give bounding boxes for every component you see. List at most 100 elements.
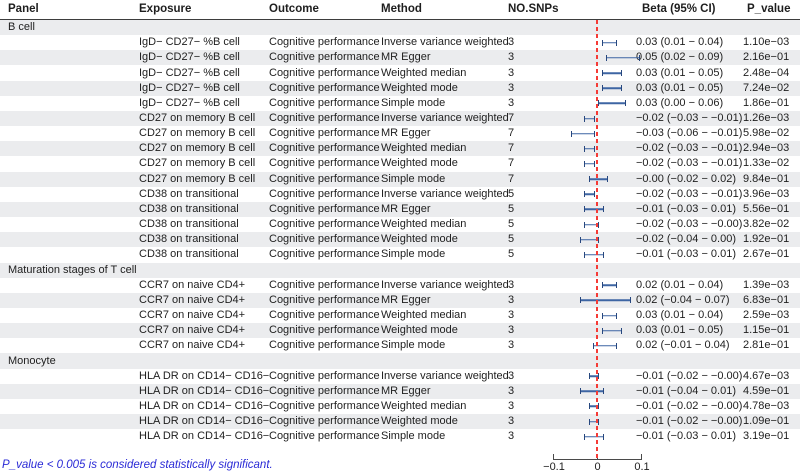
method-cell: Weighted median: [381, 399, 467, 412]
ci-plot-cell: [545, 96, 636, 111]
pvalue-cell: 2.67e−01: [743, 248, 790, 261]
nosnps-cell: 7: [508, 172, 515, 185]
beta-ci-cell: −0.03 (−0.06 − −0.01): [636, 127, 743, 140]
beta-ci-cell: −0.02 (−0.03 − −0.00): [636, 218, 743, 231]
ci-plot-cell: [545, 399, 636, 414]
ci-whisker-line: [580, 239, 599, 241]
beta-ci-cell: −0.02 (−0.03 − −0.01): [636, 157, 743, 170]
outcome-cell: Cognitive performance: [269, 51, 380, 64]
method-cell: Weighted median: [381, 218, 467, 231]
x-axis-tick-label: −0.1: [543, 461, 565, 473]
nosnps-cell: 3: [508, 96, 515, 109]
zero-reference-line: [596, 20, 598, 458]
ci-plot-cell: [545, 50, 640, 65]
pvalue-cell: 3.82e−02: [743, 218, 790, 231]
ci-plot-cell: [545, 429, 636, 444]
pvalue-cell: 3.96e−03: [743, 187, 790, 200]
ci-plot-cell: [545, 338, 636, 353]
nosnps-cell: 3: [508, 51, 515, 64]
ci-whisker-line: [602, 72, 621, 74]
method-cell: Simple mode: [381, 172, 446, 185]
method-cell: Inverse variance weighted: [381, 278, 509, 291]
pvalue-cell: 2.59e−03: [743, 309, 790, 322]
method-cell: Weighted median: [381, 309, 467, 322]
beta-ci-cell: −0.01 (−0.03 − 0.01): [636, 202, 736, 215]
beta-ci-cell: 0.05 (0.02 − 0.09): [636, 51, 724, 64]
beta-ci-cell: 0.02 (−0.04 − 0.07): [636, 293, 730, 306]
table-row: CD38 on transitional Cognitive performan…: [0, 247, 800, 262]
beta-ci-cell: 0.03 (0.00 − 0.06): [636, 96, 724, 109]
nosnps-cell: 3: [508, 324, 515, 337]
exposure-cell: CCR7 on naive CD4+: [139, 324, 246, 337]
nosnps-cell: 5: [508, 218, 515, 231]
exposure-cell: CD38 on transitional: [139, 248, 239, 261]
pvalue-cell: 2.16e−01: [743, 51, 790, 64]
exposure-cell: CCR7 on naive CD4+: [139, 309, 246, 322]
nosnps-cell: 5: [508, 233, 515, 246]
nosnps-cell: 5: [508, 187, 515, 200]
exposure-cell: CCR7 on naive CD4+: [139, 278, 246, 291]
pvalue-cell: 2.48e−04: [743, 66, 790, 79]
table-row: CD27 on memory B cell Cognitive performa…: [0, 171, 800, 187]
panel-row: Maturation stages of T cell: [0, 262, 800, 278]
ci-whisker: [601, 327, 622, 334]
ci-plot-cell: [545, 172, 636, 187]
outcome-cell: Cognitive performance: [269, 293, 380, 306]
nosnps-cell: 7: [508, 157, 515, 170]
ci-whisker: [584, 221, 600, 228]
ci-whisker-line: [589, 375, 599, 377]
ci-whisker: [601, 282, 618, 289]
exposure-cell: IgD− CD27− %B cell: [139, 96, 240, 109]
pvalue-cell: 1.10e−03: [743, 36, 790, 49]
ci-whisker: [579, 236, 600, 243]
pvalue-cell: 1.39e−03: [743, 278, 790, 291]
ci-whisker-line: [580, 390, 603, 393]
nosnps-cell: 5: [508, 248, 515, 261]
ci-whisker-line: [602, 41, 617, 44]
outcome-cell: Cognitive performance: [269, 278, 380, 291]
outcome-cell: Cognitive performance: [269, 233, 380, 246]
pvalue-cell: 2.94e−03: [743, 142, 790, 155]
ci-plot-cell: [545, 156, 636, 171]
beta-ci-cell: −0.01 (−0.02 − −0.00): [636, 369, 743, 382]
column-header-nosnps: NO.SNPs: [508, 3, 559, 15]
method-cell: MR Egger: [381, 202, 431, 215]
pvalue-cell: 3.19e−01: [743, 430, 790, 443]
beta-ci-cell: 0.03 (0.01 − 0.04): [636, 309, 724, 322]
ci-plot-cell: [545, 247, 636, 262]
ci-whisker-line: [602, 329, 621, 332]
outcome-cell: Cognitive performance: [269, 66, 380, 79]
beta-ci-cell: −0.00 (−0.02 − 0.02): [636, 172, 736, 185]
table-row: CD27 on memory B cell Cognitive performa…: [0, 156, 800, 171]
exposure-cell: CCR7 on naive CD4+: [139, 293, 246, 306]
table-row: IgD− CD27− %B cell Cognitive performance…: [0, 96, 800, 111]
column-header-exposure: Exposure: [139, 3, 192, 15]
ci-whisker: [588, 403, 600, 410]
pvalue-cell: 1.09e−01: [743, 415, 790, 428]
ci-plot-cell: [545, 308, 636, 323]
ci-plot-cell: [545, 278, 636, 293]
ci-plot-cell: [545, 141, 636, 156]
exposure-cell: IgD− CD27− %B cell: [139, 36, 240, 49]
x-axis-tick-label: 0: [594, 461, 601, 473]
x-axis-tick: [640, 454, 642, 460]
pvalue-cell: 1.33e−02: [743, 157, 790, 170]
nosnps-cell: 7: [508, 142, 515, 155]
method-cell: Weighted mode: [381, 415, 458, 428]
ci-whisker: [584, 206, 604, 213]
outcome-cell: Cognitive performance: [269, 399, 380, 412]
table-row: CD27 on memory B cell Cognitive performa…: [0, 141, 800, 157]
table-row: CCR7 on naive CD4+ Cognitive performance…: [0, 323, 800, 339]
outcome-cell: Cognitive performance: [269, 127, 380, 140]
exposure-cell: HLA DR on CD14− CD16−: [139, 415, 270, 428]
nosnps-cell: 3: [508, 36, 515, 49]
nosnps-cell: 3: [508, 293, 515, 306]
ci-plot-cell: [545, 65, 636, 80]
pvalue-cell: 1.92e−01: [743, 233, 790, 246]
ci-whisker: [584, 433, 604, 440]
ci-plot-cell: [545, 384, 636, 399]
exposure-cell: HLA DR on CD14− CD16−: [139, 384, 270, 397]
outcome-cell: Cognitive performance: [269, 202, 380, 215]
ci-plot-cell: [545, 217, 636, 232]
ci-whisker: [584, 191, 596, 198]
